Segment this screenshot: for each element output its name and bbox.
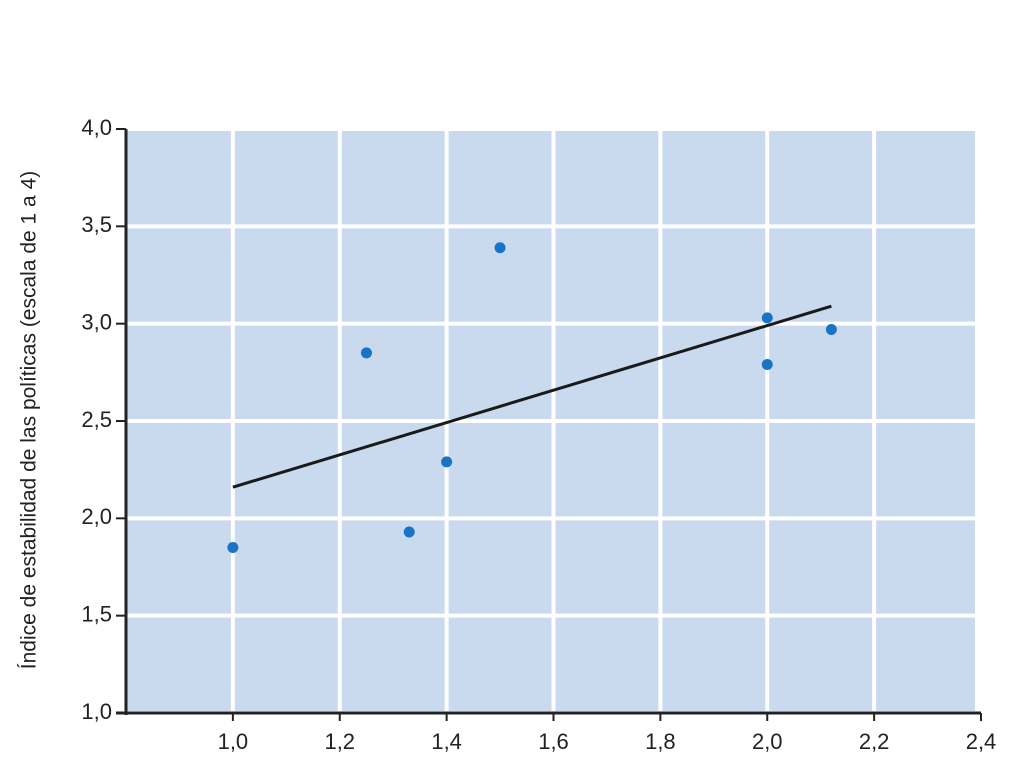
point (494, 242, 506, 254)
point (825, 324, 837, 336)
point (227, 542, 239, 554)
point (360, 347, 372, 359)
x-tick-label: 2,0 (752, 729, 783, 754)
y-tick-label: 1,5 (81, 601, 112, 626)
x-tick-label: 1,4 (431, 729, 462, 754)
y-tick-label: 2,5 (81, 407, 112, 432)
x-tick-label: 1,0 (218, 729, 249, 754)
x-tick-label: 1,8 (645, 729, 676, 754)
point (403, 526, 415, 538)
y-tick-label: 4,0 (81, 115, 112, 140)
y-tick-label: 3,0 (81, 309, 112, 334)
point (761, 359, 773, 371)
x-tick-label: 2,4 (966, 729, 997, 754)
y-tick-label: 2,0 (81, 504, 112, 529)
x-tick-label: 1,6 (538, 729, 569, 754)
y-axis-label: Índice de estabilidad de las políticas (… (18, 171, 41, 669)
y-tick-label: 3,5 (81, 212, 112, 237)
x-tick-label: 1,2 (324, 729, 355, 754)
trend-line (232, 304, 832, 489)
point (761, 312, 773, 324)
point (441, 456, 453, 468)
x-tick-label: 2,2 (859, 729, 890, 754)
y-tick-label: 1,0 (81, 699, 112, 724)
